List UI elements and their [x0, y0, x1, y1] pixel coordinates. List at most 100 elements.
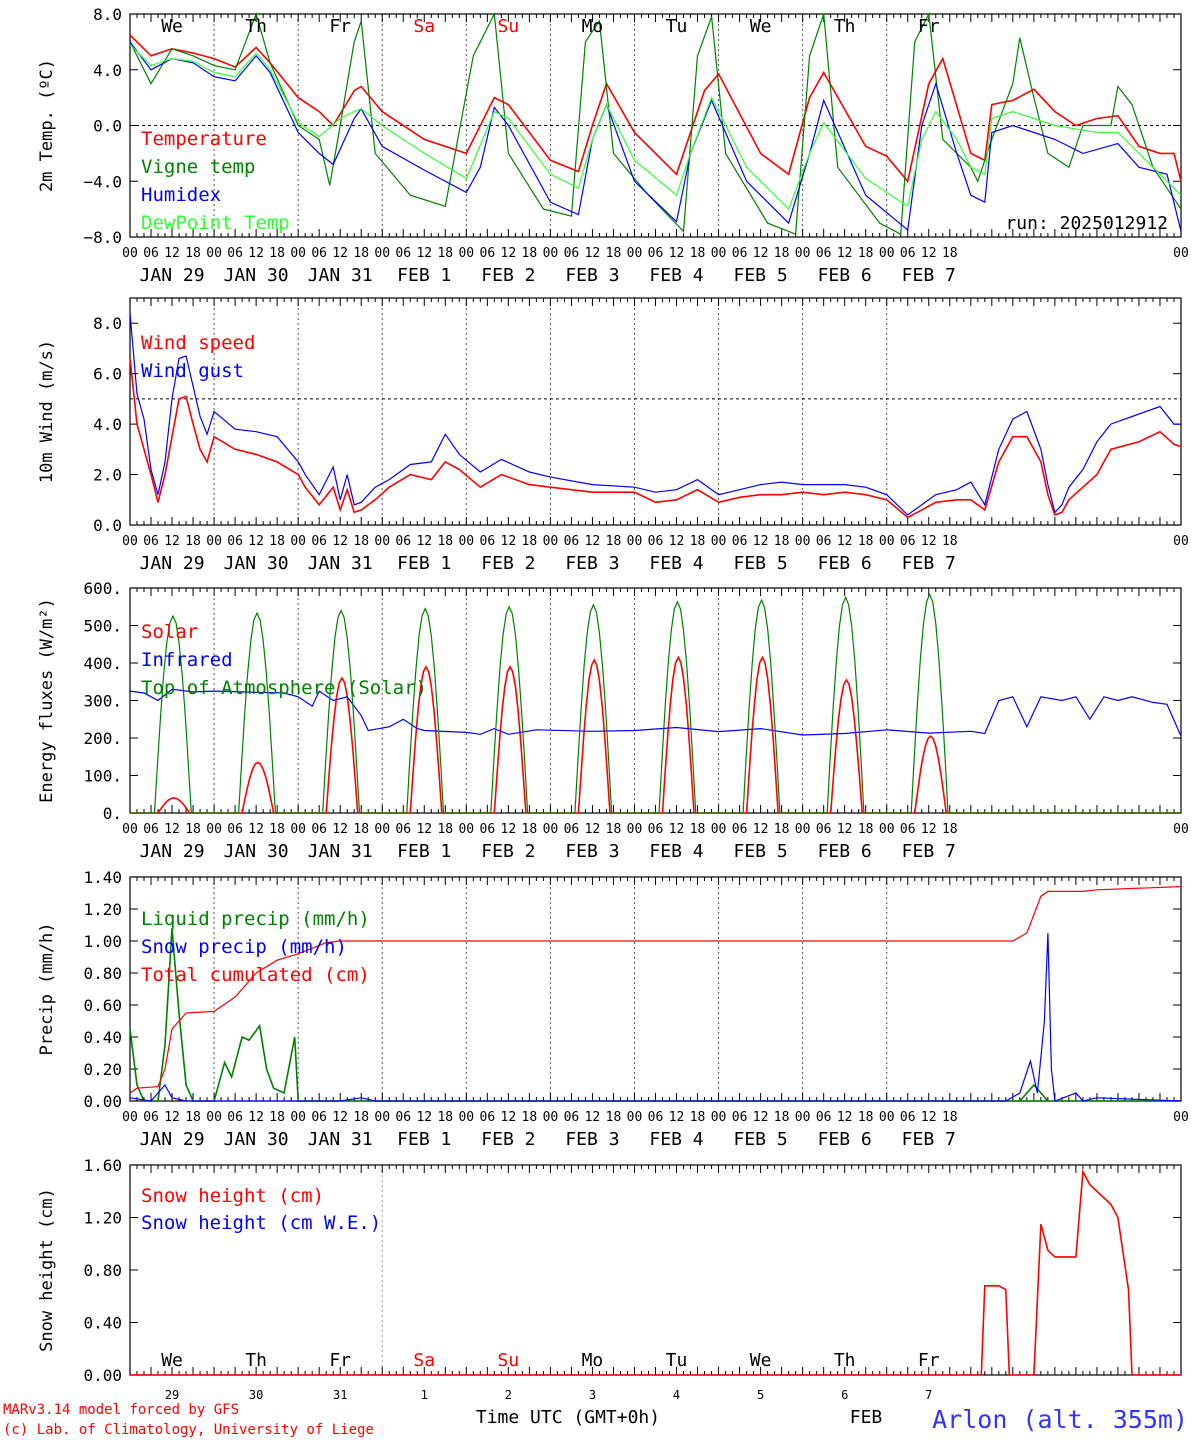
date-label: FEB 1 — [397, 553, 451, 574]
hour-label: 00 — [1173, 1110, 1189, 1125]
hour-label: 12 — [837, 1110, 853, 1125]
hour-label: 18 — [522, 822, 538, 837]
date-label: FEB 7 — [902, 553, 956, 574]
date-label: JAN 30 — [224, 841, 289, 862]
hour-label: 06 — [648, 246, 664, 261]
hour-label: 12 — [332, 246, 348, 261]
hour-label: 06 — [480, 1110, 496, 1125]
hour-label: 12 — [921, 246, 937, 261]
legend-entry: Snow precip (mm/h) — [141, 936, 347, 958]
y-tick-label: 300. — [83, 692, 122, 711]
hour-label: 00 — [1173, 246, 1189, 261]
hour-label: 00 — [795, 822, 811, 837]
day-label: Mo — [582, 16, 604, 37]
day-label: Tu — [666, 16, 688, 37]
hour-label: 00 — [879, 534, 895, 549]
hour-label: 00 — [627, 246, 643, 261]
y-tick-label: 0.20 — [83, 1060, 122, 1079]
date-label: FEB 2 — [481, 841, 535, 862]
hour-label: 00 — [290, 822, 306, 837]
y-axis-label: 2m Temp. (ºC) — [37, 59, 57, 192]
hour-label: 00 — [374, 534, 390, 549]
hour-label: 06 — [311, 1110, 327, 1125]
hour-label: 12 — [501, 1110, 517, 1125]
hour-label: 06 — [816, 534, 832, 549]
hour-label: 00 — [290, 534, 306, 549]
date-label: FEB 4 — [649, 1129, 703, 1150]
hour-label: 06 — [900, 246, 916, 261]
hour-label: 00 — [711, 534, 727, 549]
hour-label: 12 — [837, 246, 853, 261]
hour-label: 06 — [395, 1110, 411, 1125]
hour-label: 12 — [669, 534, 685, 549]
y-tick-label: 0.60 — [83, 996, 122, 1015]
hour-label: 18 — [185, 246, 201, 261]
date-label: FEB 5 — [734, 841, 788, 862]
hour-label: 06 — [900, 1110, 916, 1125]
hour-label: 18 — [437, 534, 453, 549]
y-axis-label: Precip (mm/h) — [37, 922, 57, 1055]
hour-label: 00 — [458, 822, 474, 837]
hour-label: 12 — [753, 246, 769, 261]
y-tick-label: 8.0 — [93, 5, 122, 24]
date-label: JAN 30 — [224, 553, 289, 574]
day-label: Mo — [582, 1350, 604, 1371]
hour-label: 00 — [374, 822, 390, 837]
hour-label: 00 — [711, 246, 727, 261]
station-label: Arlon (alt. 355m) — [932, 1405, 1188, 1434]
hour-label: 00 — [206, 1110, 222, 1125]
hour-label: 00 — [879, 1110, 895, 1125]
date-label: FEB 3 — [565, 265, 619, 286]
hour-label: 06 — [816, 1110, 832, 1125]
hour-label: 00 — [1173, 534, 1189, 549]
month-label: FEB — [850, 1407, 883, 1428]
legend-entry: Wind speed — [141, 332, 255, 354]
hour-label: 18 — [437, 1110, 453, 1125]
hour-label: 00 — [711, 1110, 727, 1125]
date-label: FEB 1 — [397, 265, 451, 286]
hour-label: 12 — [753, 534, 769, 549]
hour-label: 12 — [585, 246, 601, 261]
y-tick-label: 200. — [83, 729, 122, 748]
hour-label: 06 — [732, 534, 748, 549]
hour-label: 00 — [711, 822, 727, 837]
hour-label: 00 — [374, 246, 390, 261]
day-label: Th — [245, 16, 267, 37]
date-label: JAN 29 — [140, 1129, 205, 1150]
hour-label: 12 — [501, 822, 517, 837]
hour-label: 06 — [480, 822, 496, 837]
y-tick-label: 100. — [83, 767, 122, 786]
hour-label: 18 — [858, 246, 874, 261]
y-tick-label: 0.00 — [83, 1366, 122, 1385]
hour-label: 12 — [921, 1110, 937, 1125]
date-label: JAN 31 — [308, 841, 373, 862]
hour-label: 12 — [416, 1110, 432, 1125]
date-label: FEB 1 — [397, 1129, 451, 1150]
hour-label: 18 — [606, 822, 622, 837]
legend-entry: Snow height (cm) — [141, 1185, 324, 1207]
legend-entry: Vigne temp — [141, 156, 255, 178]
hour-label: 12 — [501, 246, 517, 261]
hour-label: 00 — [458, 246, 474, 261]
hour-label: 00 — [458, 1110, 474, 1125]
day-label: Th — [245, 1350, 267, 1371]
series-line-snow-height-cm- — [130, 1168, 1181, 1376]
date-label: JAN 31 — [308, 553, 373, 574]
hour-label: 12 — [921, 822, 937, 837]
hour-label: 06 — [143, 1110, 159, 1125]
y-tick-label: 400. — [83, 654, 122, 673]
hour-label: 18 — [353, 246, 369, 261]
hour-label: 06 — [648, 822, 664, 837]
hour-label: 12 — [164, 822, 180, 837]
hour-label: 18 — [690, 1110, 706, 1125]
date-label: FEB 7 — [902, 1129, 956, 1150]
day-label: Tu — [666, 1350, 688, 1371]
hour-label: 00 — [543, 822, 559, 837]
hour-label: 00 — [627, 1110, 643, 1125]
date-label: FEB 4 — [649, 553, 703, 574]
date-label: FEB 3 — [565, 1129, 619, 1150]
hour-label: 06 — [143, 534, 159, 549]
hour-label: 12 — [248, 822, 264, 837]
hour-label: 00 — [290, 246, 306, 261]
